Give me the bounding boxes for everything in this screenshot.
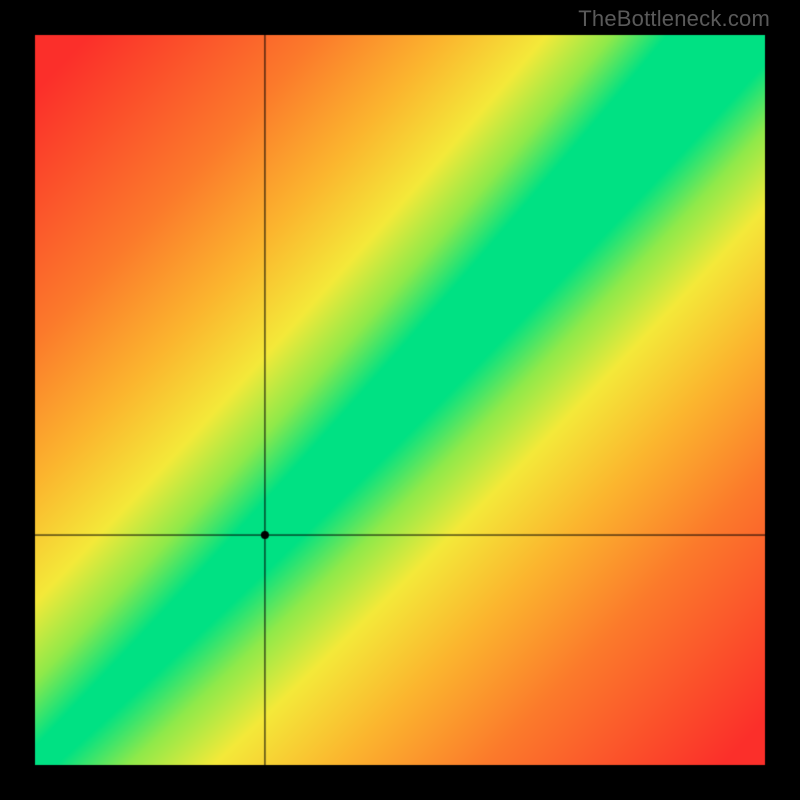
- bottleneck-heatmap: [0, 0, 800, 800]
- attribution-label: TheBottleneck.com: [578, 6, 770, 32]
- chart-container: TheBottleneck.com: [0, 0, 800, 800]
